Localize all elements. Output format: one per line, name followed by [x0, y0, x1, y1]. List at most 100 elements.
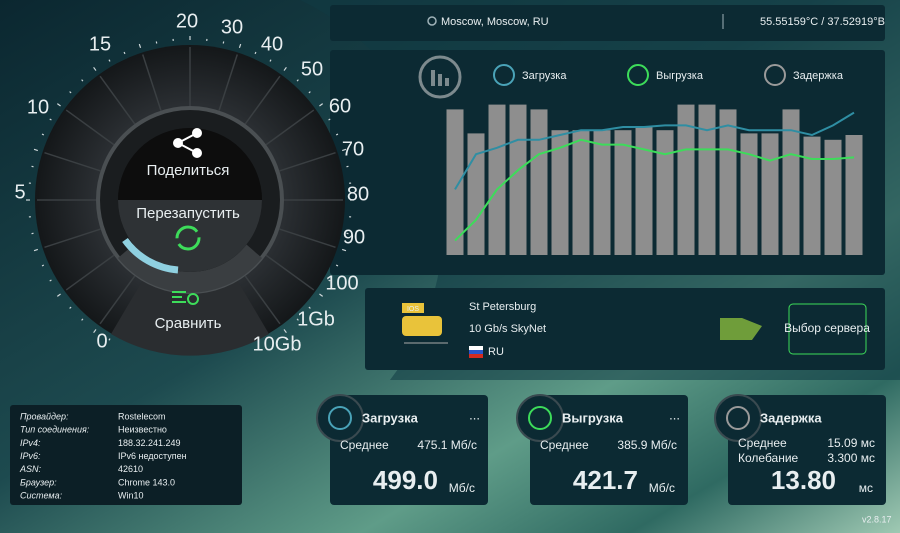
card-icon [316, 394, 364, 442]
server-city: St Petersburg [469, 301, 536, 313]
upload-line [454, 138, 855, 242]
dial-notch [308, 91, 311, 94]
card-row-label: Среднее [540, 438, 589, 452]
card-row-label: Среднее [340, 438, 389, 452]
gauge-label: 20 [176, 10, 198, 32]
info-label: ASN: [19, 464, 42, 474]
bar [488, 104, 506, 255]
badge-text: IOS [407, 306, 419, 313]
bar [719, 109, 737, 256]
info-label: IPv6: [20, 451, 41, 461]
legend-label: Выгрузка [656, 70, 704, 82]
gauge-label: 10 [27, 96, 49, 118]
dial-notch [308, 306, 311, 309]
compare-icon [172, 291, 199, 305]
dial-segment [44, 152, 101, 172]
gauge-label: 50 [301, 58, 323, 80]
dial-notch [93, 329, 97, 334]
logo [720, 318, 762, 340]
dial-notch [123, 51, 126, 55]
gauge-label: 90 [343, 226, 365, 248]
badge [402, 303, 424, 313]
dial-notch [49, 279, 52, 282]
card-icon [714, 394, 762, 442]
server-button[interactable] [788, 303, 867, 355]
server-icon [402, 316, 442, 336]
dial-notch [296, 318, 299, 321]
gauge-label: 5 [14, 181, 25, 203]
info-value: Chrome 143.0 [118, 477, 175, 487]
gauge-label: 10Gb [253, 333, 302, 355]
dial-notch [283, 66, 287, 71]
server-button-label: Выбор сервера [784, 321, 870, 335]
card-title: Задержка [760, 410, 822, 425]
dial-notch [283, 329, 287, 334]
card-row-value: 385.9 Мб/с [617, 438, 677, 452]
gauge-label: 15 [89, 33, 111, 55]
bar [656, 130, 674, 255]
dial-notch [341, 148, 347, 152]
share-zone[interactable] [118, 128, 262, 200]
card [530, 395, 688, 505]
dial-segment [99, 75, 136, 125]
flag [469, 346, 483, 358]
info-label: Браузер: [20, 477, 57, 487]
card-row-label: Среднее [738, 436, 787, 450]
graph-icon[interactable] [418, 55, 462, 99]
dial-notch [328, 118, 331, 121]
gauge-label: 80 [347, 183, 369, 205]
dial-notch [254, 51, 257, 55]
info-label: IPv4: [20, 438, 41, 448]
info-value: 188.32.241.249 [118, 438, 181, 448]
pin-icon [427, 16, 437, 26]
restart-label: Перезапустить [136, 205, 240, 222]
dial-notch [341, 248, 347, 252]
dial-notch [328, 279, 331, 282]
progress-arc [122, 237, 179, 274]
dial-segment [65, 254, 115, 291]
share-label: Поделиться [147, 162, 230, 179]
dial-notch [335, 264, 339, 267]
bar [698, 104, 716, 255]
version: v2.8.17 [862, 514, 892, 524]
dial-notch [81, 318, 84, 321]
info-value: Win10 [118, 491, 144, 501]
dial-notch [33, 248, 39, 252]
dial-notch [81, 79, 84, 82]
info-label: Тип соединения: [20, 425, 90, 435]
info-value: 42610 [118, 464, 143, 474]
bar [509, 104, 527, 255]
card-unit: Мб/с [649, 481, 675, 495]
card-icon-ring [328, 406, 352, 430]
card-more[interactable]: ... [669, 407, 680, 422]
restart-zone[interactable] [118, 200, 262, 272]
card-icon-ring [528, 406, 552, 430]
bar [845, 135, 863, 255]
legend-label: Загрузка [522, 70, 567, 82]
card-value: 421.7 [573, 465, 638, 495]
info-panel [10, 405, 242, 505]
dial-segment [218, 54, 238, 111]
card-row-value: 15.09 мс [827, 436, 875, 450]
dial-notch [69, 91, 72, 94]
card-more[interactable]: ... [469, 407, 480, 422]
dial-segment [279, 152, 336, 172]
card-value: 13.80 [771, 465, 836, 495]
card-icon [516, 394, 564, 442]
download-line [454, 111, 855, 190]
gauge-label: 30 [221, 16, 243, 38]
legend-label: Задержка [793, 70, 844, 82]
top-bar [330, 5, 885, 41]
bar [740, 133, 758, 255]
dial-notch [33, 148, 39, 152]
bar [530, 109, 548, 256]
info-value: Неизвестно [118, 425, 167, 435]
dial-segment [279, 228, 336, 248]
gauge-label: 60 [329, 95, 351, 117]
server-country: RU [488, 346, 504, 358]
gauge-label: 70 [342, 138, 364, 160]
card-title: Выгрузка [562, 410, 624, 425]
gauge-label: 0 [96, 330, 107, 352]
